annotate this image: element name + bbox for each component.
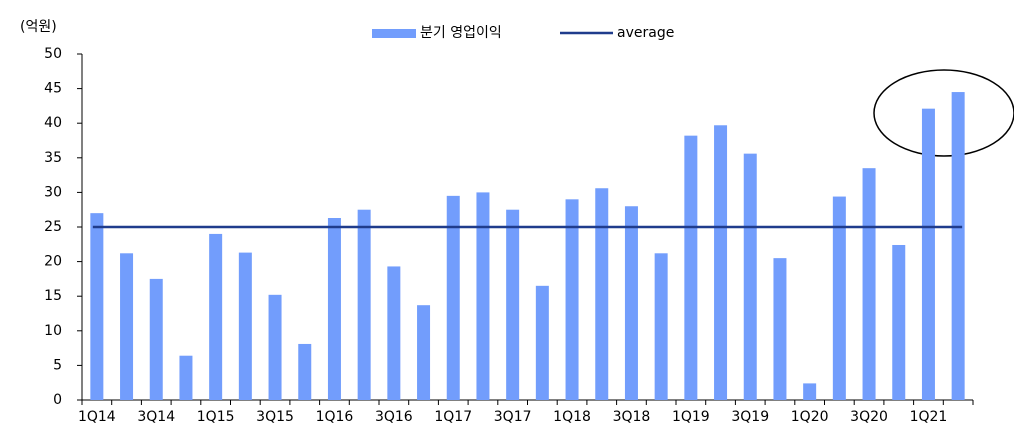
bar — [921, 108, 935, 400]
x-tick-label: 1Q21 — [910, 409, 948, 425]
bar — [298, 343, 312, 400]
bar — [476, 192, 490, 400]
bar — [832, 196, 846, 400]
bar — [862, 168, 876, 400]
bar — [357, 209, 371, 400]
y-tick-label: 5 — [53, 357, 62, 373]
y-tick-label: 10 — [44, 323, 62, 339]
bar — [149, 278, 163, 400]
bar — [535, 285, 549, 400]
legend-label: average — [617, 25, 674, 41]
bar — [506, 209, 520, 400]
highlight-ellipse — [873, 69, 1014, 157]
bar — [803, 383, 817, 400]
bar — [654, 253, 668, 400]
legend-swatch — [372, 29, 416, 38]
x-tick-label: 1Q15 — [197, 409, 235, 425]
bar — [714, 125, 728, 400]
y-tick-label: 45 — [44, 81, 62, 97]
x-tick-label: 3Q18 — [613, 409, 651, 425]
x-tick-label: 1Q20 — [791, 409, 829, 425]
bar — [565, 199, 579, 400]
bar — [951, 92, 965, 400]
y-tick-label: 50 — [44, 46, 62, 62]
y-tick-label: 20 — [44, 254, 62, 270]
x-tick-label: 3Q14 — [137, 409, 175, 425]
bar — [743, 153, 757, 400]
bar — [327, 218, 341, 400]
y-tick-label: 40 — [44, 115, 62, 131]
x-tick-label: 1Q17 — [434, 409, 472, 425]
x-tick-label: 1Q19 — [672, 409, 710, 425]
bar — [179, 355, 193, 400]
bar — [238, 252, 252, 400]
bar — [773, 258, 787, 400]
y-tick-label: 35 — [44, 150, 62, 166]
x-tick-label: 1Q18 — [553, 409, 591, 425]
bar — [417, 305, 431, 400]
bar — [595, 188, 609, 400]
y-tick-label: 0 — [53, 392, 62, 408]
x-tick-label: 3Q17 — [494, 409, 532, 425]
bar — [684, 135, 698, 400]
legend-label: 분기 영업이익 — [420, 25, 502, 41]
y-unit-label: (억원) — [20, 19, 57, 35]
x-tick-label: 3Q16 — [375, 409, 413, 425]
y-tick-label: 30 — [44, 184, 62, 200]
x-tick-label: 1Q14 — [78, 409, 116, 425]
x-tick-label: 1Q16 — [316, 409, 354, 425]
x-tick-label: 3Q19 — [731, 409, 769, 425]
y-tick-label: 15 — [44, 288, 62, 304]
bar — [446, 195, 460, 400]
bar — [268, 294, 282, 400]
bar — [90, 213, 104, 400]
bar — [624, 206, 638, 400]
bar — [209, 233, 223, 400]
y-tick-label: 25 — [44, 219, 62, 235]
x-tick-label: 3Q20 — [850, 409, 888, 425]
x-tick-label: 3Q15 — [256, 409, 294, 425]
bar — [892, 244, 906, 400]
bar — [120, 253, 134, 400]
bar — [387, 266, 401, 400]
